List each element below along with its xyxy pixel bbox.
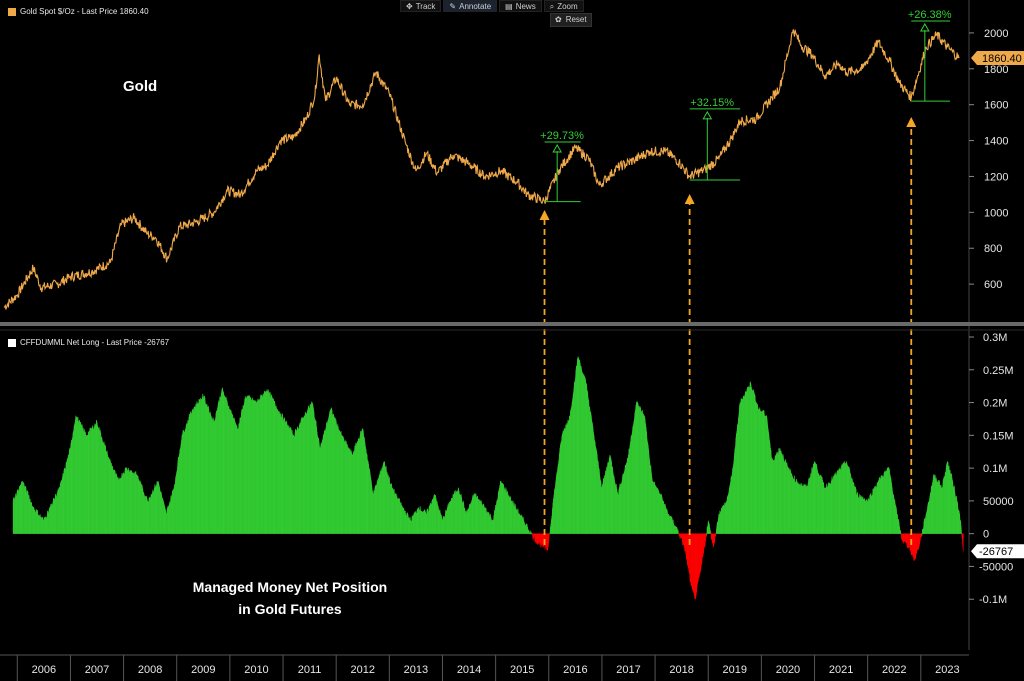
rally-percent-label: +26.38% bbox=[908, 9, 952, 21]
pencil-icon: ✎ bbox=[449, 1, 457, 11]
annotation-arrows bbox=[539, 117, 917, 545]
net-ytick-label: 0.1M bbox=[983, 463, 1007, 475]
x-year-label: 2019 bbox=[723, 664, 747, 676]
net-position-heading-line1: Managed Money Net Position bbox=[192, 579, 388, 595]
x-year-label: 2017 bbox=[616, 664, 640, 676]
x-year-label: 2021 bbox=[829, 664, 853, 676]
x-year-label: 2016 bbox=[563, 664, 587, 676]
gold-legend-label: Gold Spot $/Oz - Last Price 1860.40 bbox=[20, 7, 149, 16]
net-ytick-label: -0.1M bbox=[979, 594, 1007, 606]
x-year-label: 2018 bbox=[669, 664, 693, 676]
net-position-panel bbox=[12, 356, 964, 600]
x-year-label: 2013 bbox=[404, 664, 428, 676]
x-year-label: 2012 bbox=[351, 664, 375, 676]
net-ytick-label: -50000 bbox=[979, 561, 1013, 573]
net-ytick-label: 0.25M bbox=[983, 365, 1014, 377]
rally-percent-label: +32.15% bbox=[690, 97, 734, 109]
news-button[interactable]: ▤ News bbox=[499, 0, 542, 12]
reset-button[interactable]: ✿ Reset bbox=[550, 13, 592, 27]
gold-ytick-label: 1800 bbox=[984, 64, 1008, 76]
gold-legend: Gold Spot $/Oz - Last Price 1860.40 bbox=[6, 6, 151, 17]
net-short-bar bbox=[962, 533, 964, 552]
rally-triangle bbox=[552, 144, 563, 153]
x-year-label: 2007 bbox=[85, 664, 109, 676]
crosshair-icon: ✥ bbox=[406, 1, 413, 11]
gold-ytick-label: 2000 bbox=[984, 28, 1008, 40]
net-ytick-label: 0 bbox=[983, 529, 989, 541]
y-axes: 600 800 1000 1200 1400 1600 1800 2000 1860.40 -0.… bbox=[968, 0, 1024, 650]
arrow-head bbox=[906, 117, 917, 127]
gold-price-panel: +29.73% +32.15% +26.38% bbox=[3, 9, 960, 310]
gold-ytick-label: 1400 bbox=[984, 136, 1008, 148]
net-ytick-label: 50000 bbox=[983, 496, 1014, 508]
gold-ytick-label: 600 bbox=[984, 279, 1002, 291]
news-icon: ▤ bbox=[505, 1, 513, 11]
gold-last-badge bbox=[971, 51, 1024, 66]
x-axis: 2006 2007 2008 2009 2010 2011 2012 2013 2014 2015… bbox=[0, 654, 969, 681]
x-year-label: 2022 bbox=[882, 664, 906, 676]
net-ytick-label: 0.15M bbox=[983, 430, 1014, 442]
arrow-head bbox=[539, 210, 550, 220]
x-year-label: 2023 bbox=[935, 664, 959, 676]
x-year-label: 2020 bbox=[776, 664, 800, 676]
gold-legend-swatch bbox=[8, 7, 16, 16]
rally-percent-label: +29.73% bbox=[540, 130, 584, 142]
gold-heading: Gold bbox=[123, 78, 158, 95]
net-last-label: -26767 bbox=[979, 546, 1013, 558]
net-ytick-label: 0.2M bbox=[983, 398, 1007, 410]
x-year-label: 2008 bbox=[138, 664, 162, 676]
arrow-head bbox=[684, 194, 695, 204]
rally-triangle bbox=[702, 110, 713, 120]
net-ytick-label: 0.3M bbox=[983, 332, 1007, 344]
gold-ytick-label: 800 bbox=[984, 243, 1002, 255]
gold-ytick-label: 1200 bbox=[984, 171, 1008, 183]
x-year-label: 2010 bbox=[244, 664, 268, 676]
x-year-label: 2006 bbox=[32, 664, 56, 676]
net-last-badge bbox=[971, 544, 1024, 559]
panel-divider bbox=[0, 322, 1024, 326]
x-year-label: 2015 bbox=[510, 664, 534, 676]
magnifier-icon: ⌕ bbox=[549, 1, 555, 11]
x-year-label: 2009 bbox=[191, 664, 215, 676]
rally-triangle bbox=[919, 22, 930, 32]
gold-price-line bbox=[3, 29, 960, 310]
zoom-button[interactable]: ⌕ Zoom bbox=[543, 0, 584, 12]
chart-toolbar: ✥ Track ✎ Annotate ▤ News ⌕ Zoom bbox=[400, 0, 584, 12]
net-position-heading: Managed Money Net Position in Gold Futur… bbox=[160, 576, 420, 620]
gold-ytick-label: 1600 bbox=[984, 100, 1008, 112]
gold-last-label: 1860.40 bbox=[982, 53, 1022, 65]
x-year-label: 2014 bbox=[457, 664, 481, 676]
reset-icon: ✿ bbox=[555, 15, 562, 24]
net-legend: CFFDUMML Net Long - Last Price -26767 bbox=[6, 337, 172, 348]
x-year-label: 2011 bbox=[298, 664, 322, 676]
track-button[interactable]: ✥ Track bbox=[400, 0, 442, 12]
net-legend-swatch bbox=[8, 338, 16, 347]
net-position-heading-line2: in Gold Futures bbox=[238, 601, 342, 617]
gold-ytick-label: 1000 bbox=[984, 207, 1008, 219]
net-legend-label: CFFDUMML Net Long - Last Price -26767 bbox=[20, 338, 170, 347]
annotate-button[interactable]: ✎ Annotate bbox=[443, 0, 498, 12]
